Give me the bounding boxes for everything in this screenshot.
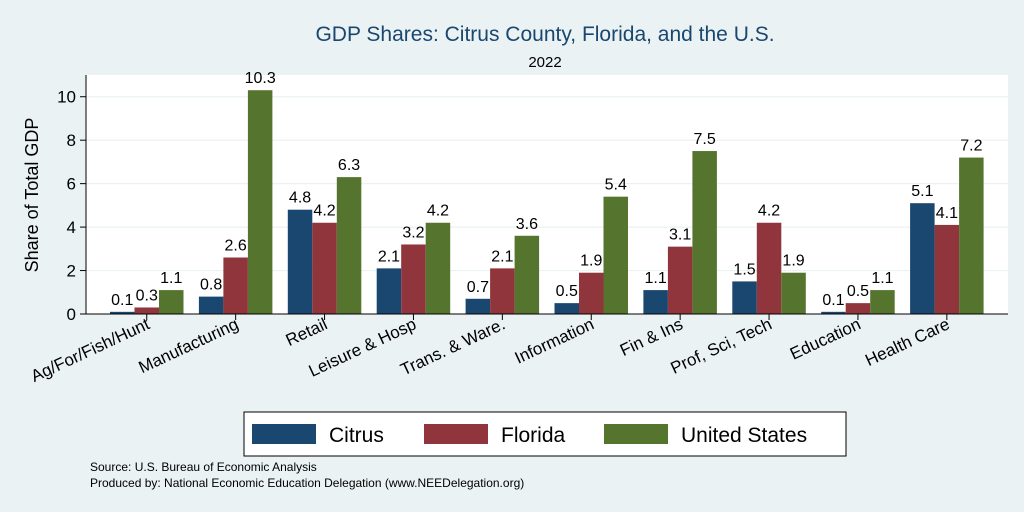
data-label: 2.1 — [491, 248, 513, 265]
x-tick-label: Manufacturing — [136, 314, 242, 377]
data-label: 2.1 — [378, 248, 400, 265]
legend-label: Citrus — [329, 424, 384, 447]
bar-united-states — [514, 235, 540, 314]
bar-florida — [845, 303, 871, 314]
bar-florida — [756, 222, 782, 314]
y-tick-label: 8 — [67, 131, 76, 150]
data-label: 1.1 — [645, 270, 667, 287]
data-label: 10.3 — [245, 70, 276, 87]
y-tick-label: 10 — [57, 88, 76, 107]
bar-united-states — [159, 290, 184, 314]
x-tick-label: Prof, Sci, Tech — [668, 314, 775, 377]
data-label: 4.2 — [427, 203, 449, 220]
data-label: 2.6 — [225, 238, 247, 255]
bar-citrus — [287, 209, 313, 314]
bar-citrus — [198, 296, 224, 314]
data-label: 3.1 — [669, 227, 691, 244]
data-label: 0.1 — [822, 292, 844, 309]
bar-united-states — [425, 222, 451, 314]
bar-united-states — [870, 290, 895, 314]
data-label: 0.3 — [136, 287, 158, 304]
legend-label: Florida — [501, 424, 566, 447]
legend: Citrus Florida United States — [243, 411, 847, 457]
data-label: 0.5 — [847, 283, 869, 300]
bar-united-states — [603, 196, 628, 314]
data-label: 1.9 — [580, 253, 602, 270]
data-labels: 0.1 0.31.1 0.82.610.34.84.26.32.13.24.20.7… — [111, 70, 982, 309]
produced-by-note: Produced by: National Economic Education… — [90, 476, 525, 490]
data-label: 5.4 — [605, 177, 627, 194]
legend-swatch — [424, 424, 488, 444]
data-label: 4.2 — [313, 203, 335, 220]
data-label: 0.1 — [111, 292, 133, 309]
data-label: 4.1 — [936, 205, 958, 222]
data-label: 4.8 — [289, 190, 311, 207]
bar-florida — [667, 246, 693, 314]
bar-united-states — [247, 90, 273, 314]
bar-florida — [490, 268, 515, 314]
bar-florida — [134, 307, 159, 314]
bar-florida — [312, 222, 337, 314]
legend-swatch — [604, 424, 668, 444]
y-tick-label: 0 — [67, 305, 76, 324]
data-label: 1.9 — [782, 253, 804, 270]
source-note: Source: U.S. Bureau of Economic Analysis — [90, 460, 317, 474]
chart-subtitle: 2022 — [528, 54, 561, 71]
y-tick-label: 2 — [67, 262, 76, 281]
data-label: 5.1 — [911, 183, 933, 200]
data-label: 1.5 — [733, 261, 755, 278]
bar-united-states — [781, 272, 806, 314]
data-label: 7.2 — [960, 138, 982, 155]
bar-citrus — [732, 281, 757, 314]
x-tick-label: Health Care — [862, 314, 952, 370]
x-tick-label: Ag/For/Fish/Hunt — [28, 314, 153, 386]
data-label: 4.2 — [758, 203, 780, 220]
bar-florida — [579, 272, 604, 314]
data-label: 0.7 — [467, 279, 489, 296]
bar-florida — [223, 257, 248, 314]
data-label: 6.3 — [338, 157, 360, 174]
x-tick-label: Information — [512, 314, 597, 367]
bar-united-states — [336, 177, 362, 314]
y-tick-label: 4 — [67, 218, 76, 237]
bar-citrus — [376, 268, 402, 314]
bar-citrus — [821, 311, 846, 314]
y-axis-label: Share of Total GDP — [22, 118, 42, 273]
legend-swatch — [252, 424, 316, 444]
x-tick-label: Retail — [283, 314, 330, 350]
bar-citrus — [910, 203, 935, 314]
bar-united-states — [692, 151, 717, 314]
bar-citrus — [643, 290, 668, 314]
data-label: 1.1 — [160, 270, 182, 287]
data-label: 1.1 — [871, 270, 893, 287]
data-label: 3.6 — [516, 216, 538, 233]
x-tick-label: Fin & Ins — [617, 314, 686, 360]
legend-box — [243, 411, 847, 457]
bars — [110, 90, 984, 314]
data-label: 7.5 — [694, 131, 716, 148]
bar-citrus — [465, 298, 491, 314]
bar-united-states — [959, 157, 984, 314]
bar-florida — [401, 244, 426, 314]
data-label: 3.2 — [402, 224, 424, 241]
bar-citrus — [110, 311, 135, 314]
x-tick-label: Education — [787, 314, 864, 363]
bar-florida — [934, 224, 960, 314]
legend-label: United States — [681, 424, 807, 447]
data-label: 0.8 — [200, 277, 222, 294]
bar-citrus — [554, 303, 579, 314]
chart-title: GDP Shares: Citrus County, Florida, and … — [315, 23, 774, 46]
data-label: 0.5 — [556, 283, 578, 300]
y-tick-label: 6 — [67, 175, 76, 194]
